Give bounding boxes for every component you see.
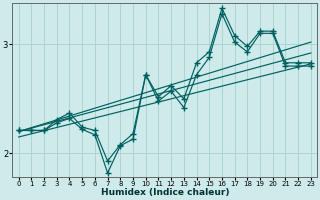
X-axis label: Humidex (Indice chaleur): Humidex (Indice chaleur) (100, 188, 229, 197)
